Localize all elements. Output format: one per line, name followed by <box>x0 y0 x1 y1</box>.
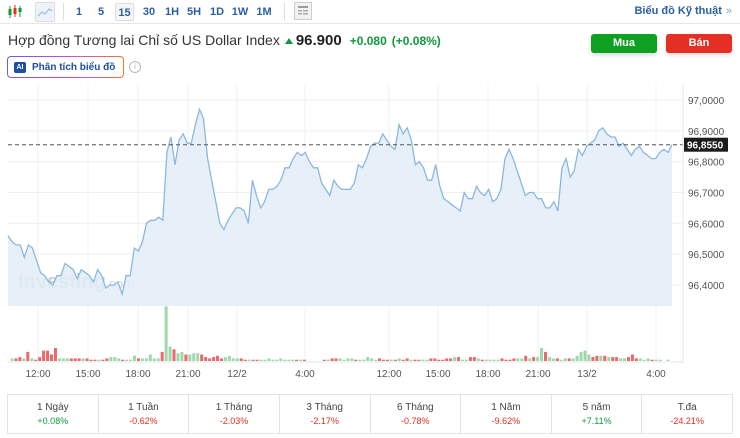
svg-text:4:00: 4:00 <box>295 369 315 380</box>
svg-text:96,7000: 96,7000 <box>688 189 725 200</box>
timeframe-5h[interactable]: 5H <box>186 6 202 18</box>
timeframe-1w[interactable]: 1W <box>231 6 249 18</box>
instrument-header: Hợp đồng Tương lai Chỉ số US Dollar Inde… <box>8 32 441 49</box>
svg-text:4:00: 4:00 <box>646 369 666 380</box>
timeframe-30[interactable]: 30 <box>142 6 156 18</box>
svg-text:96,4000: 96,4000 <box>688 281 725 292</box>
timeframe-1d[interactable]: 1D <box>209 6 225 18</box>
performance-strip: 1 Ngày +0.08% 1 Tuần -0.62% 1 Tháng -2.03% … <box>7 394 733 434</box>
instrument-title: Hợp đồng Tương lai Chỉ số US Dollar Inde… <box>8 32 280 48</box>
ai-chart-analysis-label: Phân tích biểu đồ <box>32 61 116 73</box>
perf-1-day[interactable]: 1 Ngày +0.08% <box>8 395 99 433</box>
price-line <box>7 107 673 297</box>
ai-chart-analysis-button[interactable]: AI Phân tích biểu đồ <box>7 56 124 78</box>
perf-1-month[interactable]: 1 Tháng -2.03% <box>189 395 280 433</box>
svg-text:97,0000: 97,0000 <box>688 96 725 107</box>
price-change: +0.080 <box>349 34 387 48</box>
timeframe-1[interactable]: 1 <box>75 6 83 18</box>
x-axis: 12:00 15:00 18:00 21:00 12/2 4:00 12:00 15:00 18… <box>25 369 666 380</box>
buy-button[interactable]: Mua <box>591 34 657 53</box>
chart-toolbar: 1 5 15 30 1H 5H 1D 1W 1M Biểu đồ Kỹ thuậ… <box>0 0 740 24</box>
svg-text:21:00: 21:00 <box>175 369 200 380</box>
price-chart-canvas: Investing.com 97,000096,900096,800096,70… <box>7 85 728 380</box>
last-price: 96.900 <box>295 32 342 49</box>
candlestick-icon[interactable] <box>5 2 25 22</box>
svg-text:15:00: 15:00 <box>425 369 450 380</box>
ai-icon: AI <box>14 61 26 73</box>
svg-text:96,8550: 96,8550 <box>687 141 724 152</box>
svg-text:18:00: 18:00 <box>125 369 150 380</box>
price-change-pct: (+0.08%) <box>391 34 441 48</box>
perf-1-year[interactable]: 1 Năm -9.62% <box>461 395 552 433</box>
line-chart-icon[interactable] <box>35 2 55 22</box>
perf-6-month[interactable]: 6 Tháng -0.78% <box>371 395 462 433</box>
svg-text:12:00: 12:00 <box>25 369 50 380</box>
svg-text:13/2: 13/2 <box>577 369 597 380</box>
technical-chart-link[interactable]: Biểu đồ Kỹ thuật» <box>634 5 732 17</box>
svg-text:96,5000: 96,5000 <box>688 250 725 261</box>
timeframe-5[interactable]: 5 <box>97 6 105 18</box>
arrow-up-icon <box>284 38 293 44</box>
double-chevron-right-icon: » <box>725 5 732 17</box>
svg-text:96,6000: 96,6000 <box>688 219 725 230</box>
y-axis: 97,0000 96,9000 96,8000 96,7000 96,6000 96,50… <box>688 96 725 292</box>
perf-3-month[interactable]: 3 Tháng -2.17% <box>280 395 371 433</box>
toolbar-divider <box>284 3 285 20</box>
svg-text:18:00: 18:00 <box>475 369 500 380</box>
timeframe-15[interactable]: 15 <box>115 3 134 21</box>
svg-text:15:00: 15:00 <box>75 369 100 380</box>
volume-bars <box>10 306 670 361</box>
svg-text:96,8000: 96,8000 <box>688 158 725 169</box>
info-icon[interactable]: i <box>129 61 141 73</box>
technical-chart-label: Biểu đồ Kỹ thuật <box>634 5 722 17</box>
perf-max[interactable]: T.đa -24.21% <box>670 402 704 426</box>
svg-text:12/2: 12/2 <box>227 369 247 380</box>
svg-text:21:00: 21:00 <box>525 369 550 380</box>
table-view-icon[interactable] <box>294 2 312 20</box>
price-chart[interactable]: Investing.com 97,000096,900096,800096,70… <box>0 85 740 385</box>
svg-text:96,9000: 96,9000 <box>688 127 725 138</box>
timeframe-1h[interactable]: 1H <box>164 6 180 18</box>
svg-text:12:00: 12:00 <box>376 369 401 380</box>
toolbar-divider <box>63 3 64 20</box>
timeframe-1m[interactable]: 1M <box>256 6 272 18</box>
sell-button[interactable]: Bán <box>666 34 732 53</box>
perf-5-year[interactable]: 5 năm +7.11% <box>552 395 643 433</box>
perf-1-week[interactable]: 1 Tuần -0.62% <box>99 395 190 433</box>
current-price-label: 96,8550 <box>684 137 728 152</box>
